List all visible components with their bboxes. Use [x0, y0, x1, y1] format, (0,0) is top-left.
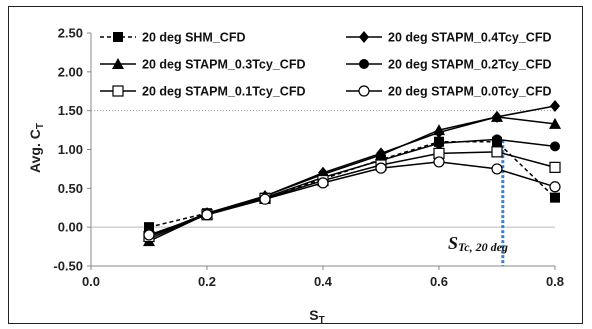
x-axis-title: ST: [309, 307, 324, 326]
y-tick-label: -0.50: [53, 259, 83, 274]
data-point: [259, 193, 271, 205]
legend-item-6: 20 deg STAPM_0.0Tcy_CFD: [346, 85, 551, 99]
x-tick-label: 0.0: [82, 274, 100, 289]
x-tick-label: 0.2: [198, 274, 216, 289]
data-point: [201, 209, 213, 221]
chart-frame: [8, 6, 583, 324]
series-line-6: [148, 161, 556, 236]
y-tick-label: 2.50: [58, 26, 83, 41]
y-axis-title: Avg. CT: [27, 123, 46, 173]
legend-marker: [359, 59, 369, 69]
legend-item-5: 20 deg STAPM_0.1Tcy_CFD: [100, 85, 305, 99]
series-3: [143, 110, 561, 247]
data-point: [492, 134, 502, 145]
x-tick-label: 0.8: [546, 274, 564, 289]
tick-label-layer: -0.50 0.00 0.50 1.00 1.50 2.00 2.50 0.0 0.2 0.4 0.…: [53, 26, 564, 290]
data-point: [550, 100, 560, 113]
series-6: [143, 156, 561, 241]
legend-label: 20 deg STAPM_0.3Tcy_CFD: [142, 58, 305, 72]
legend-item-3: 20 deg STAPM_0.3Tcy_CFD: [100, 58, 305, 72]
axis-layer: [87, 32, 556, 270]
legend-marker: [112, 58, 124, 69]
legend-label: 20 deg SHM_CFD: [142, 31, 246, 45]
data-point: [317, 177, 329, 189]
legend-label: 20 deg STAPM_0.0Tcy_CFD: [388, 85, 551, 99]
data-point: [375, 162, 387, 174]
y-tick-label: 1.00: [58, 142, 83, 157]
legend-label: 20 deg STAPM_0.4Tcy_CFD: [388, 31, 551, 45]
data-point: [491, 163, 503, 175]
legend: 20 deg SHM_CFD 20 deg STAPM_0.4Tcy_CFD 20 …: [100, 31, 551, 99]
data-point: [549, 181, 561, 193]
legend-marker: [113, 32, 123, 42]
data-point: [143, 229, 155, 241]
series-layer: [143, 100, 561, 247]
data-point: [434, 138, 444, 149]
x-tick-label: 0.6: [430, 274, 448, 289]
legend-marker: [112, 85, 124, 97]
data-point: [550, 192, 560, 203]
data-point: [491, 146, 503, 158]
data-point: [433, 124, 445, 136]
data-point: [549, 117, 561, 129]
data-point: [144, 222, 154, 233]
legend-marker: [359, 31, 369, 43]
data-point: [491, 110, 503, 122]
data-point: [550, 141, 560, 152]
y-tick-label: 0.50: [58, 181, 83, 196]
legend-item-1: 20 deg SHM_CFD: [100, 31, 246, 45]
legend-item-4: 20 deg STAPM_0.2Tcy_CFD: [346, 58, 551, 72]
y-tick-label: 0.00: [58, 220, 83, 235]
legend-item-2: 20 deg STAPM_0.4Tcy_CFD: [346, 31, 551, 45]
data-point: [433, 156, 445, 168]
legend-label: 20 deg STAPM_0.2Tcy_CFD: [388, 58, 551, 72]
y-tick-label: 1.50: [58, 103, 83, 118]
legend-marker: [358, 85, 370, 97]
legend-label: 20 deg STAPM_0.1Tcy_CFD: [142, 85, 305, 99]
data-point: [549, 161, 561, 173]
critical-strouhal-annotation: STc, 20 deg: [448, 233, 508, 254]
y-tick-label: 2.00: [58, 64, 83, 79]
x-tick-label: 0.4: [314, 274, 333, 289]
